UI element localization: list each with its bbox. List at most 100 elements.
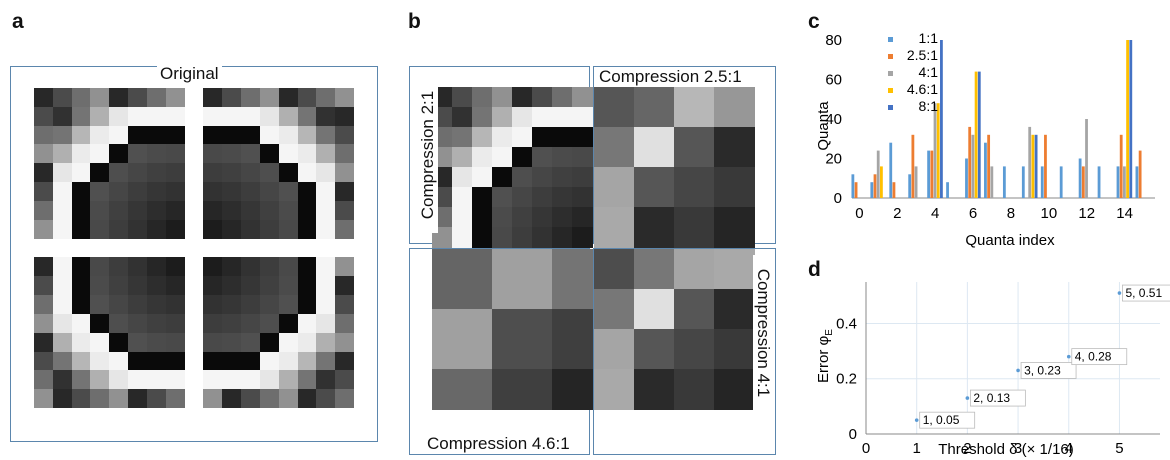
original-pixel — [335, 182, 355, 202]
original-pixel — [90, 257, 110, 277]
original-pixel — [278, 332, 299, 353]
original-pixel — [109, 238, 129, 258]
original-pixel — [241, 144, 261, 164]
original-pixel — [203, 238, 223, 258]
compression-2-1-pixel — [572, 167, 593, 188]
compression-4-6-1-pixel — [532, 349, 553, 370]
c-legend-swatch — [888, 88, 893, 93]
compression-2-5-1-pixel — [714, 227, 735, 248]
original-pixel — [297, 351, 317, 371]
compression-2-5-1-pixel — [634, 187, 655, 208]
original-pixel — [259, 219, 280, 240]
compression-4-1-pixel — [614, 329, 635, 350]
compression-2-5-1-pixel — [694, 227, 715, 248]
original-pixel — [203, 144, 223, 164]
original-pixel — [316, 200, 336, 221]
compression-2-5-1-pixel — [654, 227, 675, 248]
original-pixel — [109, 125, 129, 145]
compression-2-1-pixel — [552, 107, 573, 128]
original-pixel — [128, 163, 148, 183]
original-pixel — [71, 257, 91, 277]
original-pixel — [316, 144, 336, 164]
compression-4-1-pixel — [614, 269, 635, 290]
compression-4-1-pixel — [734, 249, 755, 270]
original-pixel — [90, 389, 110, 409]
compression-2-5-1-pixel — [614, 87, 635, 108]
original-pixel — [165, 238, 186, 258]
c-bar — [930, 150, 934, 198]
quanta-bar-chart: Quanta Quanta index 0 20 40 60 80 0 2 4 6 8 10 12 14… — [815, 30, 1155, 249]
original-pixel — [278, 219, 299, 240]
compression-4-1-pixel — [634, 289, 655, 310]
original-pixel — [52, 125, 73, 145]
compression-2-1-pixel — [452, 87, 473, 108]
original-pixel — [71, 295, 91, 315]
c-bar — [1135, 166, 1139, 198]
original-pixel — [241, 106, 261, 127]
original-pixel — [52, 144, 73, 164]
compression-4-1-pixel — [654, 269, 675, 290]
compression-4-1-pixel — [694, 349, 715, 370]
compression-4-6-1-frame: Compression 4.6:1 — [409, 248, 593, 455]
compression-2-5-1-pixel — [654, 207, 675, 228]
compression-4-6-1-pixel — [552, 369, 573, 390]
original-pixel — [278, 200, 299, 221]
original-pixel — [222, 88, 242, 108]
compression-4-6-1-pixel — [532, 269, 553, 290]
compression-2-1-pixel — [472, 227, 493, 248]
compression-4-6-1-pixel — [572, 369, 593, 390]
original-pixel — [52, 276, 73, 296]
original-pixel — [278, 276, 299, 296]
c-bar — [1116, 166, 1120, 198]
compression-4-1-pixel — [674, 369, 695, 390]
original-pixel — [222, 313, 242, 334]
original-pixel — [90, 332, 110, 353]
compression-4-6-1-pixel — [512, 349, 533, 370]
original-pixel — [222, 144, 242, 164]
original-pixel — [34, 219, 54, 240]
c-legend-swatch — [888, 54, 893, 59]
original-pixel — [184, 219, 204, 240]
compression-4-6-1-pixel — [472, 289, 493, 310]
original-pixel — [165, 106, 186, 127]
compression-2-1-pixel — [532, 127, 553, 148]
original-pixel — [109, 88, 129, 108]
compression-4-1-pixel — [654, 289, 675, 310]
original-pixel — [52, 370, 73, 390]
compression-2-1-pixel — [532, 187, 553, 208]
compression-2-1-pixel — [572, 147, 593, 168]
compression-2-5-1-pixel — [614, 167, 635, 188]
original-pixel — [146, 389, 167, 409]
compression-2-5-1-pixel — [714, 87, 735, 108]
compression-2-1-pixel — [452, 127, 473, 148]
compression-2-1-pixel — [492, 187, 513, 208]
compression-2-1-pixel — [532, 167, 553, 188]
compression-2-5-1-pixel — [714, 147, 735, 168]
original-pixel — [71, 219, 91, 240]
original-pixel — [316, 313, 336, 334]
compression-4-6-1-pixel — [572, 249, 593, 270]
c-bar — [876, 150, 880, 198]
d-point — [1117, 291, 1122, 295]
c-bar — [889, 142, 893, 198]
compression-4-6-1-pixel — [452, 269, 473, 290]
compression-4-1-pixel — [614, 349, 635, 370]
original-pixel — [71, 125, 91, 145]
compression-4-1-pixel — [654, 369, 675, 390]
original-pixel — [109, 370, 129, 390]
d-xtick-label: 2 — [963, 440, 971, 457]
original-pixel — [203, 182, 223, 202]
original-pixel — [297, 125, 317, 145]
c-bar — [936, 103, 940, 198]
original-pixel — [165, 144, 186, 164]
compression-2-5-1-pixel — [734, 167, 755, 188]
original-pixel — [90, 276, 110, 296]
compression-2-5-1-pixel — [654, 127, 675, 148]
compression-4-1-pixel — [674, 269, 695, 290]
original-pixel — [90, 144, 110, 164]
compression-4-6-1-pixel — [432, 369, 453, 390]
c-ylabel: Quanta — [815, 101, 832, 151]
original-pixel — [316, 389, 336, 409]
original-pixel — [165, 351, 186, 371]
original-pixel — [241, 200, 261, 221]
